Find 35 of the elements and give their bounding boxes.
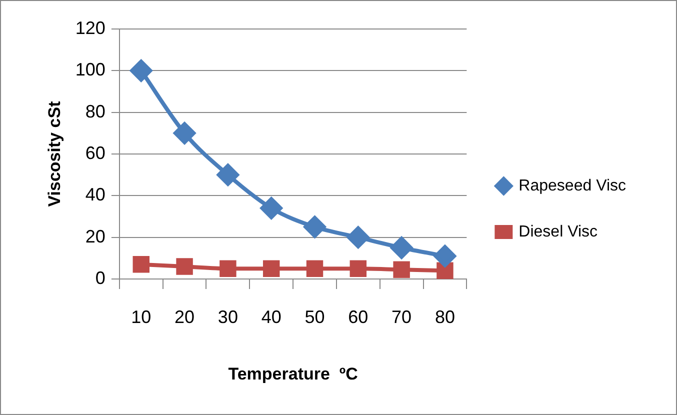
legend-label: Rapeseed Visc bbox=[518, 177, 626, 194]
y-tick-label: 120 bbox=[75, 18, 106, 38]
y-tick-label: 20 bbox=[85, 226, 106, 246]
point bbox=[174, 122, 196, 144]
point bbox=[262, 260, 280, 277]
x-tick-label: 70 bbox=[392, 306, 412, 327]
point bbox=[350, 260, 367, 277]
y-tick-label: 40 bbox=[85, 184, 106, 205]
legend-label: Diesel Visc bbox=[518, 223, 598, 240]
point bbox=[176, 258, 193, 275]
x-tick-label: 20 bbox=[174, 306, 195, 327]
x-tick-label: 80 bbox=[434, 306, 455, 327]
x-axis-title: Temperature ºC bbox=[228, 364, 358, 384]
y-tick-label: 100 bbox=[75, 60, 106, 80]
x-tick-label: 30 bbox=[218, 306, 238, 327]
point bbox=[216, 164, 239, 186]
point bbox=[260, 197, 282, 220]
point bbox=[347, 226, 370, 248]
point bbox=[130, 60, 152, 82]
x-tick-label: 50 bbox=[304, 306, 325, 327]
x-tick-label: 10 bbox=[131, 306, 152, 327]
point bbox=[436, 262, 454, 279]
point bbox=[306, 260, 324, 277]
y-tick-label: 80 bbox=[85, 101, 106, 122]
x-tick-label: 60 bbox=[348, 306, 368, 327]
point bbox=[434, 245, 456, 268]
point bbox=[390, 236, 413, 259]
x-tick-label: 40 bbox=[261, 306, 282, 327]
point bbox=[304, 216, 326, 238]
y-axis-title: Viscosity cSt bbox=[44, 100, 64, 207]
point bbox=[132, 256, 150, 273]
point bbox=[393, 261, 410, 278]
y-tick-label: 0 bbox=[95, 268, 106, 288]
y-tick-label: 60 bbox=[85, 142, 106, 163]
point bbox=[220, 260, 236, 277]
